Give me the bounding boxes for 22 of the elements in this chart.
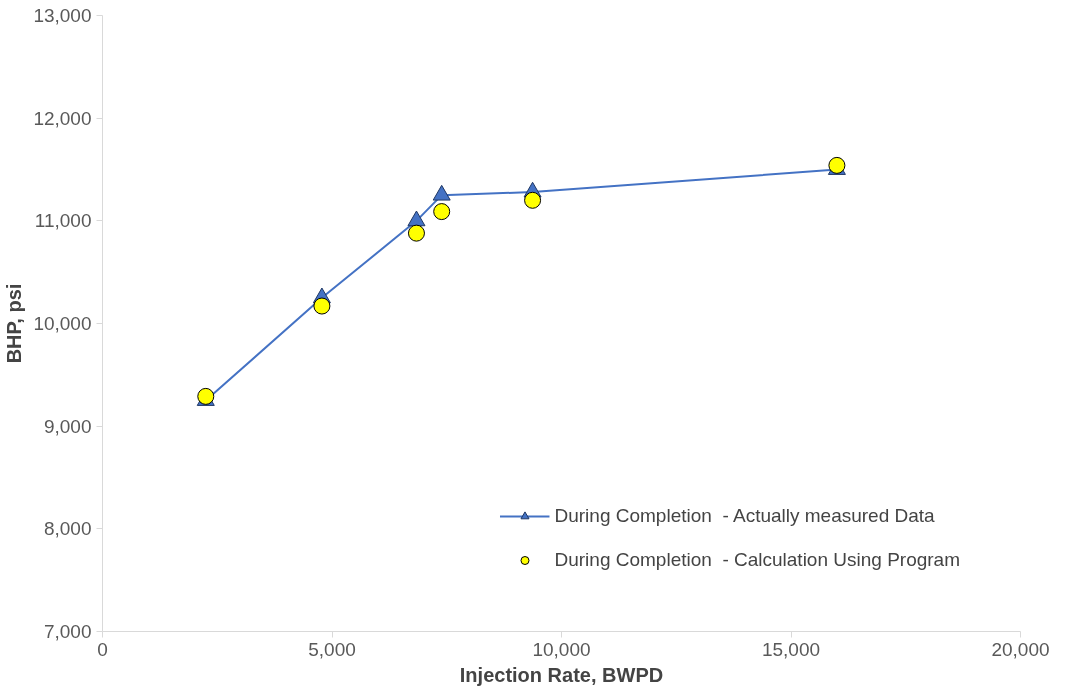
y-tick-label: 7,000 bbox=[43, 621, 92, 642]
legend-label: During Completion - Actually measured Data bbox=[554, 505, 935, 527]
point bbox=[524, 191, 542, 209]
y-tick-label: 8,000 bbox=[43, 518, 92, 540]
x-tick-label: 0 bbox=[97, 638, 108, 660]
y-tick-label: 10,000 bbox=[33, 313, 92, 334]
y-tick-label: 11,000 bbox=[34, 210, 92, 232]
point bbox=[407, 224, 425, 242]
legend-label: During Completion - Calculation Using Program bbox=[554, 549, 960, 571]
y-axis-title: BHP, psi bbox=[3, 283, 26, 364]
x-tick-label: 15,000 bbox=[761, 638, 821, 660]
x-tick-label: 10,000 bbox=[532, 638, 591, 660]
y-tick-label: 13,000 bbox=[33, 5, 92, 26]
point bbox=[433, 203, 451, 221]
point bbox=[432, 184, 451, 201]
point bbox=[313, 297, 331, 315]
x-tick-label: 20,000 bbox=[991, 638, 1050, 660]
point bbox=[407, 210, 426, 227]
x-axis-title: Injection Rate, BWPD bbox=[459, 663, 664, 686]
y-tick-label: 12,000 bbox=[33, 107, 92, 129]
y-tick-label: 9,000 bbox=[43, 415, 92, 437]
x-tick-label: 5,000 bbox=[308, 638, 356, 660]
